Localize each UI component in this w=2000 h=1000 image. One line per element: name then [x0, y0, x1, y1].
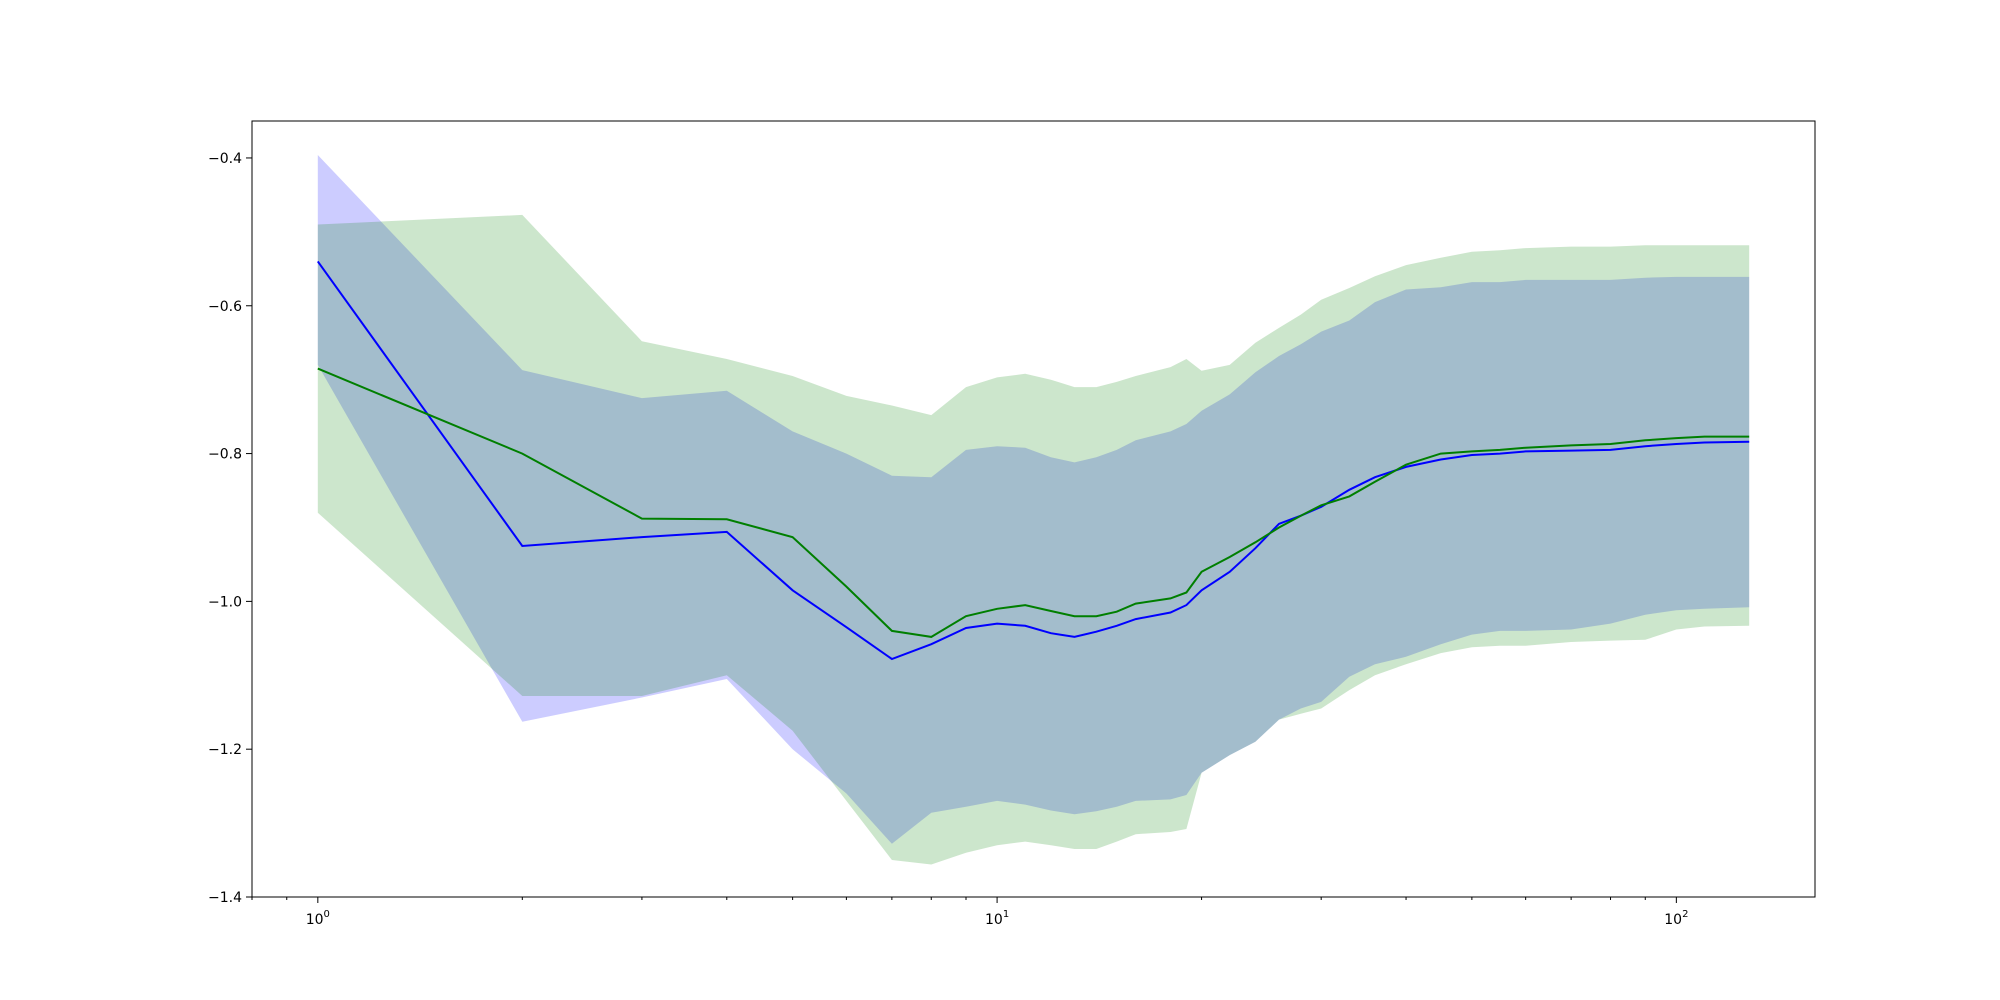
y-tick-label: −1.4	[208, 890, 242, 906]
x-tick-label: 101	[985, 909, 1009, 928]
y-axis: −0.4 −0.6 −0.8 −1.0 −1.2 −1.4	[208, 151, 252, 906]
series-line-1	[316, 260, 1750, 661]
confidence-band-1	[317, 155, 1750, 844]
x-tick-label: 102	[1664, 909, 1688, 928]
confidence-bands	[317, 155, 1750, 865]
series-lines	[316, 260, 1750, 661]
y-tick-label: −0.4	[208, 151, 242, 167]
y-tick-label: −1.0	[208, 594, 242, 610]
y-tick-label: −0.6	[208, 299, 242, 315]
confidence-band-2	[317, 214, 1750, 865]
x-tick-label: 100	[306, 909, 330, 928]
plot-frame	[251, 120, 1816, 898]
x-axis: 100 101 102	[251, 897, 1688, 928]
series-line-2	[317, 367, 1750, 638]
y-tick-label: −0.8	[208, 447, 242, 463]
y-tick-label: −1.2	[208, 742, 242, 758]
